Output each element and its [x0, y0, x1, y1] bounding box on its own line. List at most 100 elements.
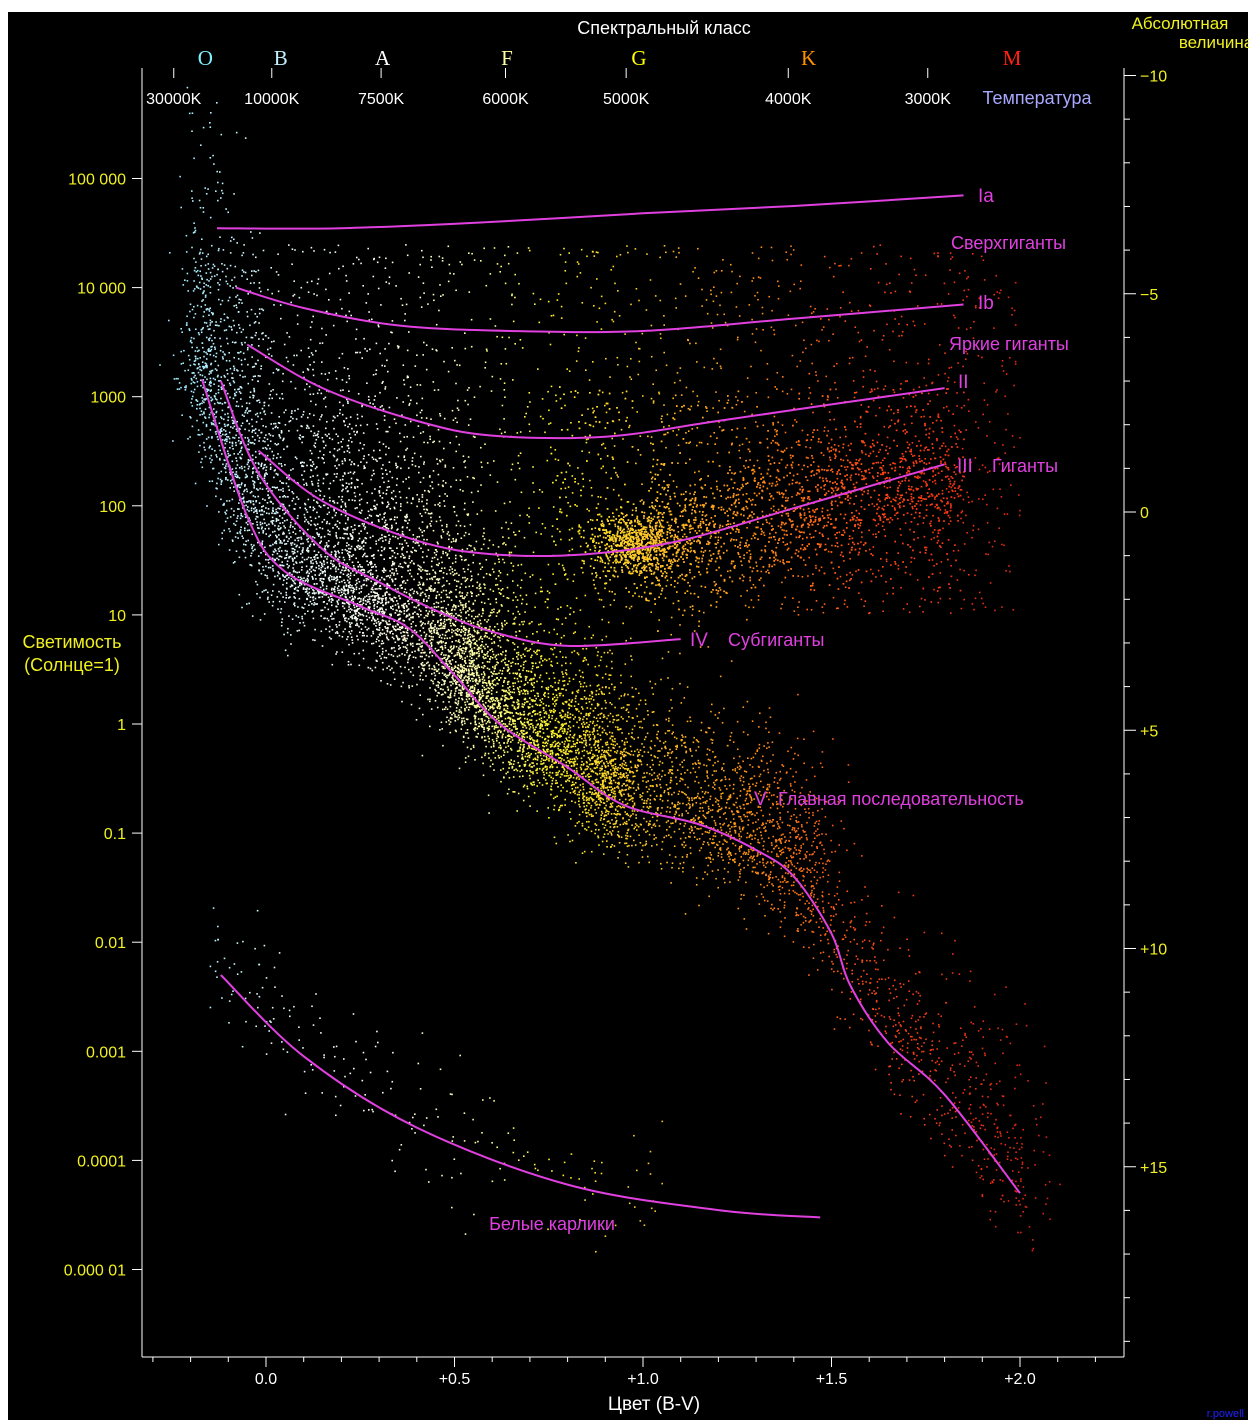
star-point [421, 623, 423, 626]
star-point [249, 396, 251, 399]
star-point [246, 348, 249, 351]
star-point [560, 804, 562, 807]
star-point [627, 829, 629, 832]
star-point [888, 1016, 891, 1018]
star-point [245, 521, 248, 524]
star-point [592, 710, 595, 712]
star-point [992, 1181, 994, 1184]
star-point [320, 416, 322, 418]
star-point [271, 520, 274, 522]
star-point [749, 790, 752, 792]
star-point [226, 337, 228, 340]
star-point [235, 457, 237, 459]
star-point [590, 690, 593, 693]
star-point [580, 712, 582, 715]
star-point [626, 768, 628, 770]
star-point [271, 516, 274, 519]
star-point [483, 714, 485, 716]
star-point [600, 753, 603, 756]
star-point [292, 497, 295, 500]
star-point [806, 871, 808, 873]
star-point [578, 820, 580, 823]
star-point [412, 497, 414, 499]
star-point [456, 674, 459, 676]
star-point [505, 725, 508, 727]
star-point [357, 597, 359, 600]
star-point [449, 717, 452, 720]
star-point [898, 1021, 900, 1024]
star-point [896, 995, 898, 998]
star-point [967, 1119, 970, 1122]
star-point [888, 988, 891, 990]
star-point [265, 469, 267, 472]
star-point [685, 804, 688, 806]
star-point [336, 631, 338, 633]
star-point [551, 782, 553, 785]
star-point [596, 720, 599, 722]
star-point [394, 516, 396, 518]
star-point [569, 734, 571, 736]
star-point [711, 870, 714, 872]
star-point [510, 747, 512, 750]
star-point [566, 748, 568, 751]
star-point [503, 561, 506, 564]
star-point [566, 731, 569, 733]
star-point [526, 787, 529, 790]
star-point [940, 932, 943, 935]
star-point [770, 851, 773, 853]
star-point [488, 812, 490, 814]
star-point [242, 352, 245, 355]
star-point [238, 324, 240, 326]
star-point [907, 980, 910, 982]
star-point [616, 719, 618, 722]
star-point [813, 876, 816, 878]
star-point [810, 891, 813, 894]
star-point [850, 920, 853, 922]
star-point [508, 723, 511, 725]
star-point [404, 519, 406, 522]
star-point [583, 749, 586, 752]
star-point [343, 615, 345, 618]
star-point [930, 1137, 932, 1140]
star-point [189, 340, 192, 343]
star-point [220, 345, 222, 348]
star-point [585, 792, 588, 794]
star-point [248, 448, 250, 451]
star-point [384, 519, 387, 522]
star-point [306, 548, 309, 550]
star-point [373, 583, 376, 585]
star-point [709, 759, 711, 761]
star-point [272, 543, 274, 546]
star-point [783, 877, 786, 880]
star-point [918, 1036, 921, 1039]
star-point [631, 736, 634, 739]
star-point [218, 422, 221, 424]
star-point [771, 741, 774, 743]
star-point [822, 927, 824, 929]
star-point [296, 630, 299, 632]
star-point [498, 609, 501, 612]
star-point [319, 418, 321, 421]
star-point [385, 445, 387, 448]
star-point [251, 454, 254, 457]
star-point [588, 802, 591, 805]
star-point [656, 785, 658, 787]
star-point [747, 733, 749, 736]
star-point [686, 769, 689, 771]
star-point [610, 813, 613, 815]
star-point [400, 584, 402, 586]
star-point [712, 804, 714, 806]
star-point [186, 86, 189, 89]
star-point [495, 658, 498, 660]
star-point [378, 492, 381, 494]
star-point [323, 535, 326, 538]
star-point [348, 447, 350, 450]
star-point [605, 774, 608, 776]
star-point [309, 543, 312, 546]
star-point [201, 278, 203, 280]
star-point [610, 781, 612, 784]
star-point [977, 1030, 980, 1032]
star-point [793, 829, 796, 831]
star-point [620, 707, 623, 709]
star-point [380, 657, 382, 660]
